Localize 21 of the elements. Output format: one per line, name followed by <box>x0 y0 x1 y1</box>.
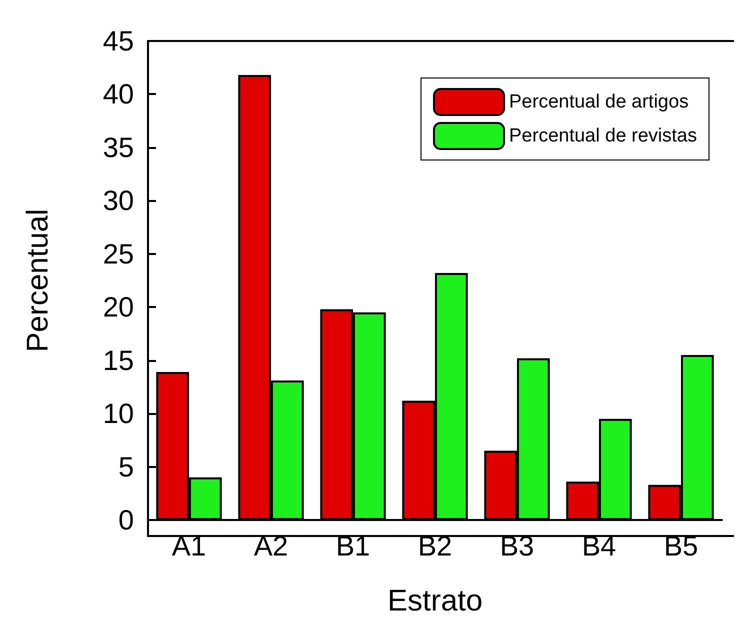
y-tick-label: 25 <box>102 238 134 270</box>
x-tick-label: B4 <box>582 530 616 562</box>
y-tick-label: 5 <box>118 451 134 482</box>
x-axis-title: Estrato <box>387 584 483 618</box>
x-tick-label: B2 <box>418 530 452 562</box>
x-tick-label: B3 <box>500 530 534 562</box>
y-tick-label: 40 <box>102 78 134 110</box>
y-tick-label: 30 <box>102 185 134 216</box>
x-tick-label: A1 <box>172 530 206 562</box>
y-tick-label: 45 <box>102 26 134 56</box>
legend-label: Percentual de revistas <box>509 126 698 146</box>
x-tick-label: B5 <box>664 530 698 562</box>
y-tick-label: 10 <box>102 398 134 430</box>
y-axis-title: Percentual <box>22 208 54 352</box>
y-tick-label: 0 <box>118 504 134 536</box>
y-tick-label: 20 <box>102 292 134 323</box>
x-tick-label: B1 <box>336 530 370 562</box>
y-tick-label: 35 <box>102 132 134 163</box>
legend-label: Percentual de artigos <box>509 92 689 112</box>
x-tick-label: A2 <box>254 530 288 562</box>
y-tick-label: 15 <box>102 344 134 376</box>
